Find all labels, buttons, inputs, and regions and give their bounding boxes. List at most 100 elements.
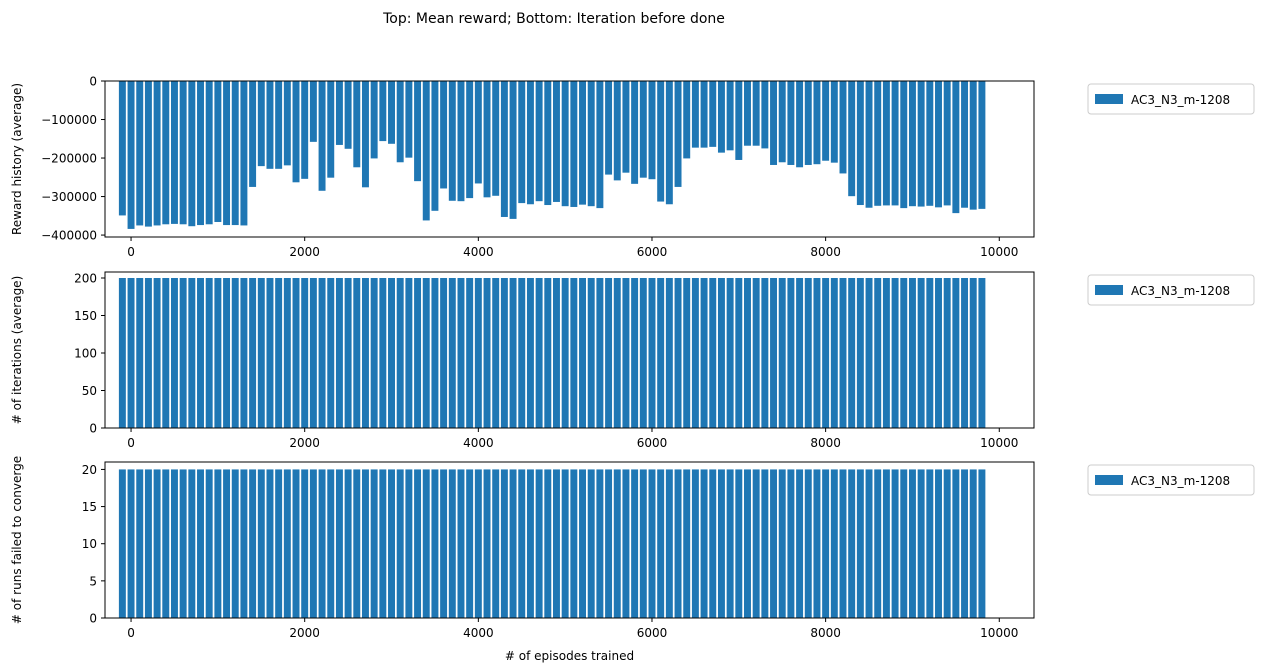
bar [674,469,682,618]
bar [370,469,378,618]
bar [301,469,309,618]
bar [848,81,856,197]
bar [717,81,725,153]
bar [908,81,916,207]
bar [561,278,569,428]
bar [587,278,595,428]
bar [553,81,560,202]
bar [839,278,847,428]
bar [770,81,778,165]
bar [822,278,830,428]
bar [856,278,864,428]
bar [283,469,291,618]
bar [179,81,187,225]
bar [657,469,665,618]
bar [431,81,439,211]
subplot-2: 0 2000 4000 6000 8000 10000 0 50 100 150 200 # of i… [10,271,1255,450]
bar [283,81,291,166]
bar [266,469,274,618]
bar [223,469,231,618]
bar [908,469,916,618]
y-tick-label: 0 [89,612,97,626]
bar [127,278,135,428]
bar [596,469,604,618]
bar [301,278,309,428]
x-tick-label: 6000 [637,245,668,259]
subplots: 0 2000 4000 6000 8000 10000−400000−300000−200… [10,75,1255,663]
y-tick-label: 10 [82,537,97,551]
bar [309,469,317,618]
bar [162,81,170,225]
bar [926,278,934,428]
bar [639,81,647,178]
bar [405,469,413,618]
bar [744,469,751,618]
bar [440,469,448,618]
bar [935,278,942,428]
bar [561,81,569,207]
bar [492,469,500,618]
bar [240,81,248,226]
bar [744,81,751,146]
bar [943,81,951,206]
bar [466,469,474,618]
bar [361,81,369,188]
y-axis-label: # of iterations (average) [10,276,24,425]
bar [683,278,691,428]
bar [318,469,326,618]
bar [275,278,283,428]
bar [787,469,795,618]
x-tick-label: 4000 [463,436,494,450]
bar [518,278,526,428]
x-tick-label: 10000 [980,245,1018,259]
bar [526,278,534,428]
bar [144,81,152,227]
bar [500,81,508,217]
bar [283,278,291,428]
bar [561,469,569,618]
bar [474,278,482,428]
y-tick-label: 50 [82,384,97,398]
bar [665,278,673,428]
bar [370,81,378,159]
bar [188,81,196,227]
bar [891,469,899,618]
x-tick-label: 4000 [463,626,494,640]
x-tick-label: 10000 [980,436,1018,450]
bar [752,278,760,428]
bar [926,81,934,206]
bar [613,469,621,618]
bar [266,278,274,428]
legend-box [1087,274,1255,306]
bar [240,278,248,428]
bar [526,469,534,618]
bar [301,81,309,179]
legend-swatch [1095,475,1123,485]
bar [952,469,960,618]
bar [674,278,682,428]
bar [865,81,873,208]
bar [570,81,578,207]
legend-swatch [1095,285,1123,295]
bar [440,81,448,189]
bar [223,278,231,428]
bar [605,81,613,175]
legend-swatch [1095,94,1123,104]
bar [596,278,604,428]
bar [961,469,969,618]
bar [162,278,170,428]
bar [197,278,204,428]
bar [292,81,300,183]
bar [275,81,283,169]
bar [257,469,265,618]
bar [344,278,352,428]
axes-frame [104,461,1035,619]
bar [370,278,378,428]
bar [917,81,925,207]
bar [830,469,838,618]
bar [761,469,769,618]
y-tick-label: 100 [74,347,97,361]
x-tick-label: 8000 [810,436,841,450]
bar [691,469,699,618]
legend-box [1087,83,1255,115]
